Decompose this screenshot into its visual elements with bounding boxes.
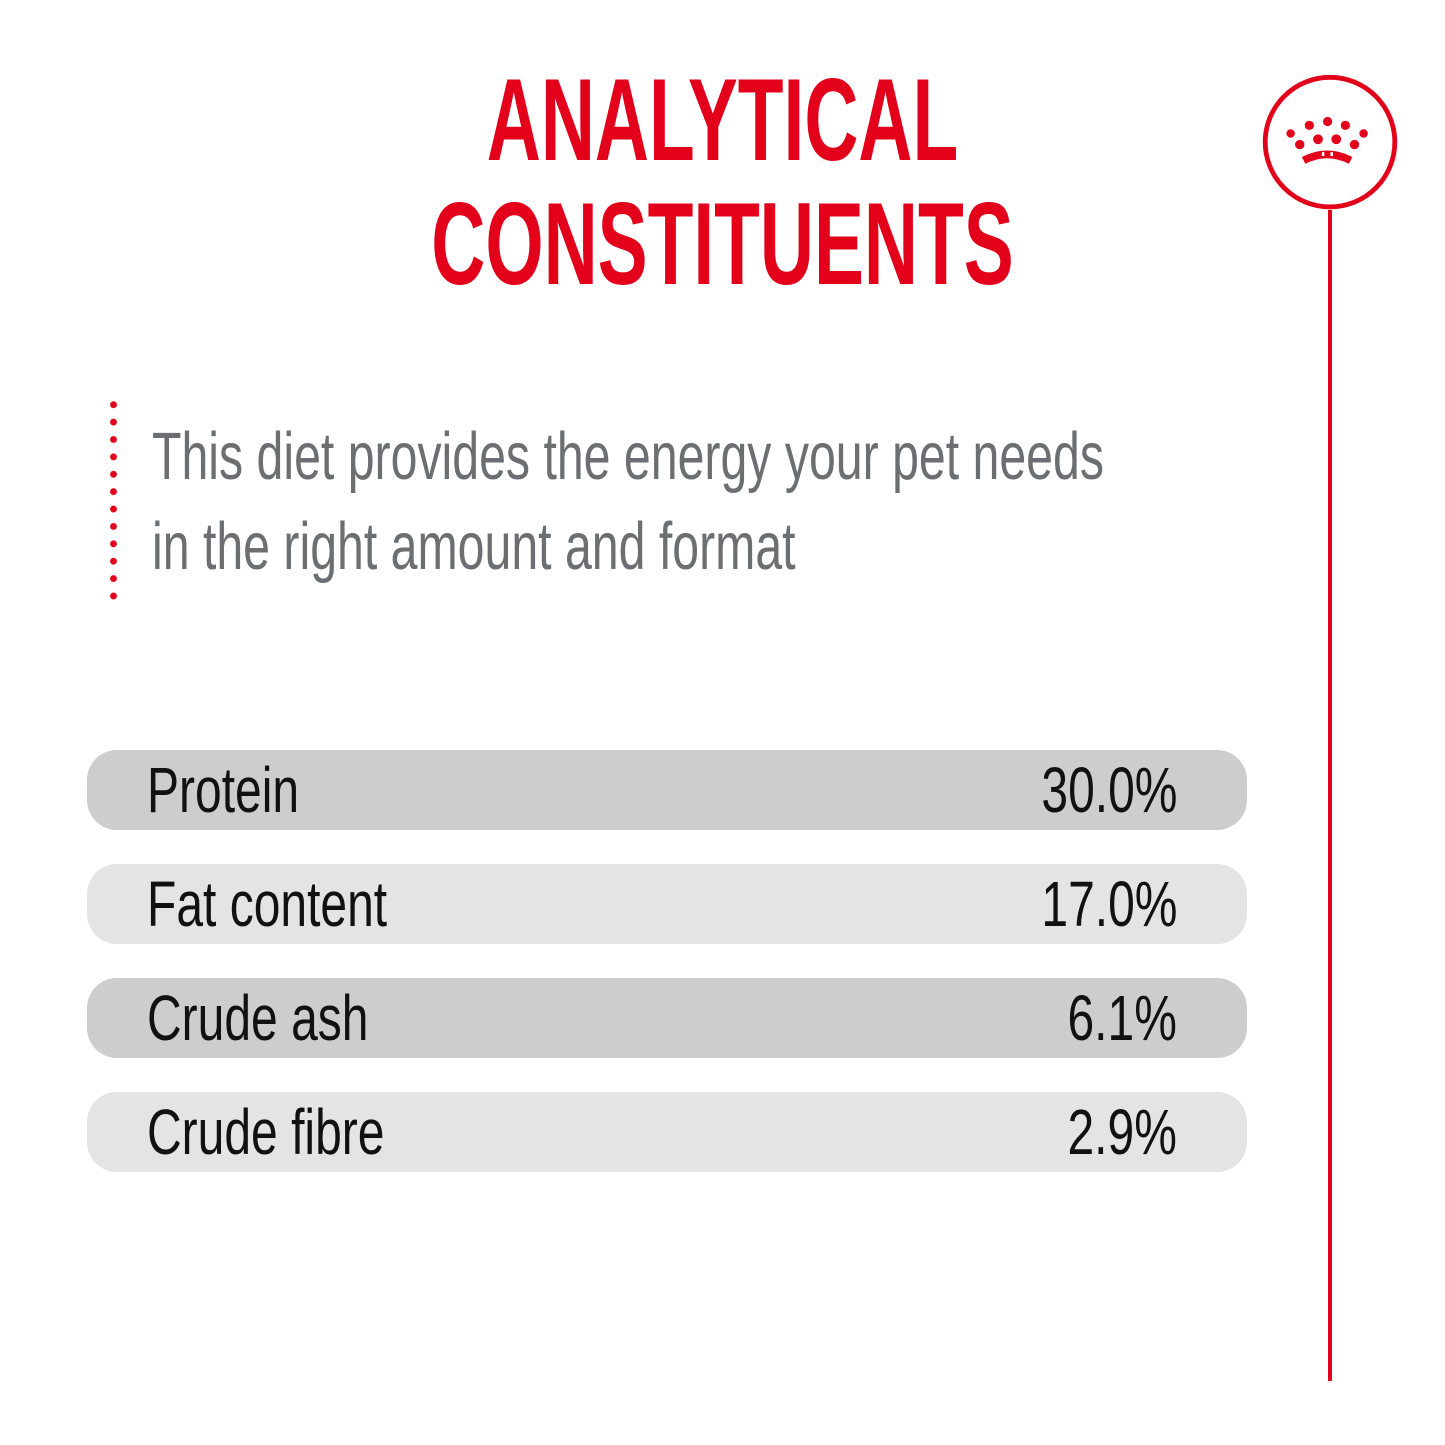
row-value: 2.9% <box>1067 1096 1177 1168</box>
intro-text-line2: in the right amount and format <box>152 509 796 584</box>
page-title-line1: ANALYTICAL <box>486 54 959 185</box>
row-label: Crude ash <box>147 982 369 1054</box>
table-row: Fat content 17.0% <box>87 864 1247 944</box>
row-label: Crude fibre <box>147 1096 385 1168</box>
vertical-accent-line <box>1328 210 1332 1381</box>
intro-text: This diet provides the energy your pet n… <box>152 412 1232 592</box>
dotted-accent-line <box>109 396 118 605</box>
row-value: 17.0% <box>1040 868 1177 940</box>
intro-text-line1: This diet provides the energy your pet n… <box>152 419 1104 494</box>
page-title: ANALYTICAL CONSTITUENTS <box>260 58 1185 306</box>
page-title-line2: CONSTITUENTS <box>431 178 1014 309</box>
table-row: Protein 30.0% <box>87 750 1247 830</box>
row-value: 6.1% <box>1067 982 1177 1054</box>
table-row: Crude ash 6.1% <box>87 978 1247 1058</box>
row-label: Protein <box>147 754 300 826</box>
constituents-table: Protein 30.0% Fat content 17.0% Crude as… <box>87 750 1247 1206</box>
row-label: Fat content <box>147 868 388 940</box>
table-row: Crude fibre 2.9% <box>87 1092 1247 1172</box>
row-value: 30.0% <box>1040 754 1177 826</box>
royal-canin-crown-icon <box>1262 74 1398 210</box>
